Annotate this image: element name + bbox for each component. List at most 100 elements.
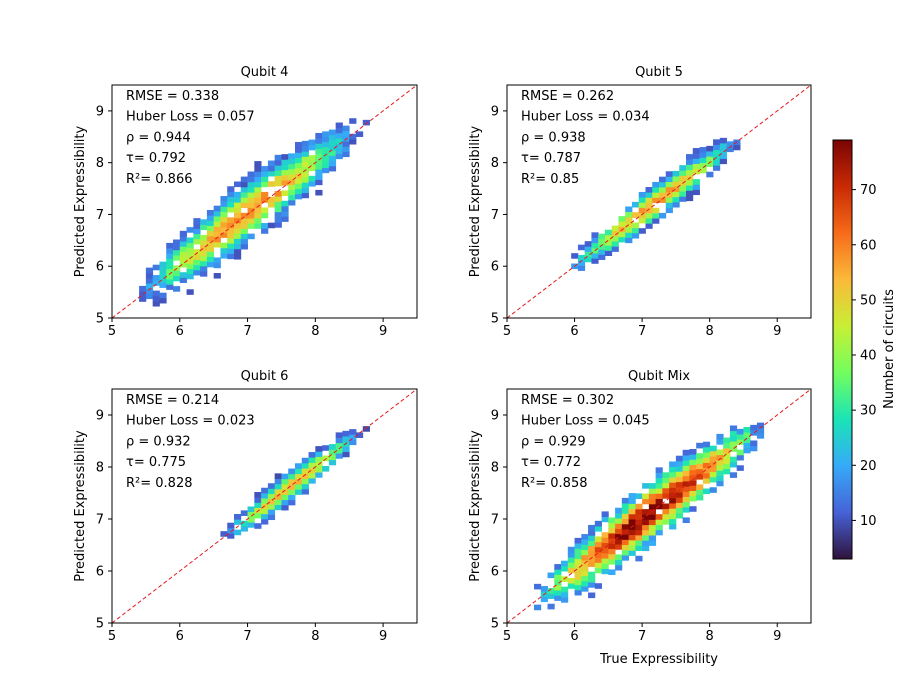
heatmap-cell (621, 544, 629, 551)
heatmap-cell (567, 577, 575, 584)
heatmap-cell (692, 189, 700, 196)
heatmap-cell (588, 561, 596, 567)
heatmap-cell (702, 467, 711, 474)
heatmap-cell (254, 218, 262, 224)
heatmap-cell (686, 185, 694, 191)
heatmap-cell (274, 154, 282, 161)
heatmap-cell (247, 192, 255, 198)
heatmap-cell (655, 503, 663, 510)
heatmap-cell (574, 579, 582, 586)
heatmap-cell (601, 558, 609, 564)
y-tick-label: 6 (491, 565, 499, 580)
colorbar-tick-label: 30 (860, 404, 877, 419)
heatmap-cell (193, 218, 201, 224)
heatmap-cell (682, 486, 690, 492)
heatmap-cell (247, 511, 255, 518)
heatmap-cell (234, 519, 242, 525)
heatmap-cell (335, 122, 343, 129)
heatmap-cell (288, 489, 296, 495)
heatmap-cell (655, 514, 663, 520)
heatmap-cell (594, 541, 602, 548)
heatmap-cell (588, 524, 596, 531)
heatmap-cell (645, 197, 653, 203)
heatmap-cell (672, 176, 680, 182)
heatmap-cell (261, 498, 269, 504)
heatmap-cell (601, 552, 609, 559)
heatmap-cell (200, 255, 208, 262)
heatmap-cell (675, 481, 684, 488)
x-tick-label: 7 (243, 629, 251, 644)
x-tick-label: 9 (379, 324, 387, 339)
colorbar-tick-label: 40 (860, 349, 877, 364)
heatmap-cell (261, 207, 269, 214)
heatmap-cell (662, 472, 670, 478)
heatmap-cell (288, 168, 296, 175)
heatmap-cell (227, 527, 235, 534)
heatmap-cell (719, 148, 727, 154)
heatmap-cell (571, 253, 579, 259)
heatmap-cell (648, 524, 657, 531)
y-tick-label: 6 (96, 260, 104, 275)
heatmap-cell (274, 488, 282, 495)
heatmap-cell (281, 174, 289, 181)
heatmap-cell (723, 442, 731, 449)
heatmap-cell (743, 447, 751, 454)
heatmap-cell (611, 235, 619, 242)
heatmap-cell (584, 246, 592, 252)
heatmap-cell (625, 206, 633, 213)
heatmap-cell (335, 132, 343, 139)
heatmap-cell (234, 529, 242, 536)
heatmap-cell (638, 197, 646, 203)
heatmap-cell (723, 458, 731, 464)
heatmap-cell (588, 582, 596, 588)
heatmap-cell (234, 243, 242, 250)
heatmap-cell (295, 468, 303, 475)
heatmap-cell (261, 191, 269, 198)
heatmap-cell (655, 498, 663, 505)
heatmap-cell (702, 446, 711, 453)
heatmap-cell (206, 220, 215, 226)
heatmap-cell (213, 231, 221, 238)
heatmap-cell (335, 442, 343, 449)
heatmap-cell (220, 201, 228, 207)
x-axis-label: True Expressibility (599, 652, 718, 667)
heatmap-cell (281, 159, 289, 165)
heatmap-cell (247, 516, 255, 523)
heatmap-cell (173, 286, 181, 292)
heatmap-cell (281, 473, 289, 480)
heatmap-cell (247, 202, 255, 209)
heatmap-cell (254, 502, 262, 509)
heatmap-cell (662, 482, 670, 489)
heatmap-cell (234, 228, 242, 234)
heatmap-cell (723, 447, 731, 454)
heatmap-cell (581, 554, 589, 561)
heatmap-cell (750, 440, 758, 447)
heatmap-cell (669, 461, 677, 468)
heatmap-cell (173, 239, 181, 246)
identity-line (111, 388, 418, 624)
heatmap-cell (281, 169, 289, 176)
axes-frame (111, 84, 418, 319)
heatmap-cell (295, 167, 303, 174)
heatmap-cell (574, 563, 582, 570)
heatmap-cell (166, 248, 174, 254)
x-tick-label: 8 (311, 324, 319, 339)
heatmap-cell (696, 463, 704, 470)
heatmap-cell (186, 227, 194, 233)
heatmap-cell (581, 586, 589, 592)
heatmap-cell (186, 289, 194, 295)
heatmap-cell (274, 504, 282, 511)
heatmap-cell (648, 503, 657, 510)
heatmap-cell (669, 513, 677, 520)
heatmap-cell (659, 192, 667, 198)
heatmap-cell (581, 570, 589, 577)
heatmap-cell (308, 155, 316, 161)
heatmap-cell (669, 466, 677, 473)
panel-title: Qubit 5 (635, 65, 683, 80)
heatmap-cell (642, 540, 650, 546)
heatmap-cell (349, 118, 357, 124)
heatmap-cell (301, 468, 309, 474)
y-tick-label: 8 (491, 156, 499, 171)
heatmap-cell (362, 119, 370, 126)
panel-qubit-6: Qubit 6 5 6 7 8 9 5 6 7 8 9 Predicted Expressibi… (73, 369, 418, 644)
